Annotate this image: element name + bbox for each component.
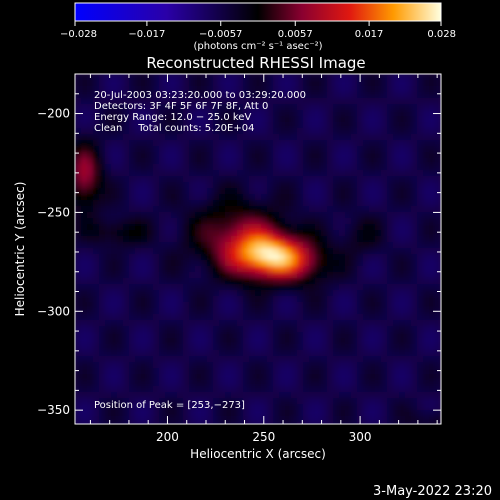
colorbar-tick-label: −0.028 bbox=[60, 29, 97, 40]
axes: 200 250 300 −200 −250 −300 −350 bbox=[37, 73, 441, 444]
annotation-counts: Clean Total counts: 5.20E+04 bbox=[94, 123, 254, 134]
annotation-energy: Energy Range: 12.0 − 25.0 keV bbox=[94, 112, 251, 123]
x-tick-label: 250 bbox=[252, 430, 275, 444]
y-tick-label: −350 bbox=[37, 403, 70, 417]
y-tick-label: −300 bbox=[37, 304, 70, 318]
peak-position-label: Position of Peak = [253,−273] bbox=[94, 400, 245, 411]
heatmap-image bbox=[75, 74, 441, 424]
colorbar-tick-label: 0.0057 bbox=[278, 29, 313, 40]
x-tick-label: 200 bbox=[156, 430, 179, 444]
x-axis-label: Heliocentric X (arcsec) bbox=[190, 447, 326, 461]
x-tick-label: 300 bbox=[349, 430, 372, 444]
plot-frame bbox=[74, 73, 442, 425]
y-axis-label: Heliocentric Y (arcsec) bbox=[13, 182, 27, 317]
annotation-time: 20-Jul-2003 03:23:20.000 to 03:29:20.000 bbox=[94, 90, 306, 101]
colorbar-tick-label: 0.017 bbox=[355, 29, 384, 40]
colorbar-ticks: −0.028 −0.017 −0.0057 0.0057 0.017 0.028 bbox=[60, 21, 456, 40]
y-tick-label: −250 bbox=[37, 205, 70, 219]
colorbar-tick-label: −0.017 bbox=[128, 29, 165, 40]
chart-title: Reconstructed RHESSI Image bbox=[146, 54, 365, 72]
y-tick-label: −200 bbox=[37, 107, 70, 121]
annotation-detectors: Detectors: 3F 4F 5F 6F 7F 8F, Att 0 bbox=[94, 101, 268, 112]
colorbar-label: (photons cm⁻² s⁻¹ asec⁻²) bbox=[193, 41, 322, 52]
colorbar-tick-label: 0.028 bbox=[427, 29, 456, 40]
colorbar bbox=[74, 2, 442, 22]
colorbar-tick-label: −0.0057 bbox=[199, 29, 242, 40]
footer-date: 3-May-2022 23:20 bbox=[373, 484, 492, 499]
